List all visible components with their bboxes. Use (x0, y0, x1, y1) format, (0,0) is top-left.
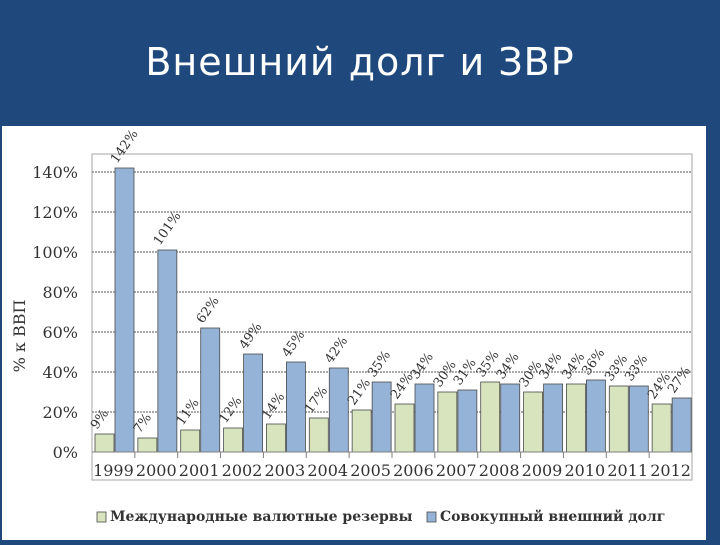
x-tick-label: 2009 (522, 461, 563, 480)
bar-debt (200, 327, 221, 453)
bar-reserves (651, 403, 672, 453)
x-tick-label: 2005 (350, 461, 391, 480)
legend-label-reserves: Международные валютные резервы (110, 509, 413, 525)
y-tick-label: 20% (42, 403, 78, 422)
bar-reserves (180, 429, 201, 453)
bar-chart: 0%20%40%60%80%100%120%140% 9%142%7%101%1… (10, 127, 694, 525)
x-tick-label: 2010 (564, 461, 605, 480)
y-tick-label: 100% (32, 243, 78, 262)
bar-debt (157, 249, 178, 453)
y-tick-label: 120% (32, 203, 78, 222)
x-tick-label: 2007 (436, 461, 477, 480)
x-axis-ticks: 1999 2000 2001 2002 2003 2004 2005 2006 2007 2008… (93, 452, 691, 480)
y-tick-label: 0% (53, 443, 78, 462)
chart-panel: 0% 20% 40% 60% 80% 100% 120% 140% 9% 142% 7% 101% 1… (2, 126, 706, 540)
y-tick-label: 40% (42, 363, 78, 382)
legend-label-debt: Совокупный внешний долг (440, 508, 665, 525)
x-tick-label: 1999 (93, 461, 134, 480)
bar-reserves (394, 403, 415, 453)
bar-reserves (266, 423, 286, 453)
bar-reserves (137, 437, 158, 453)
bar-debt (243, 353, 263, 453)
slide-title: Внешний долг и ЗВР (145, 40, 575, 84)
bar-reserves (523, 391, 543, 453)
legend: Международные валютные резервы Совокупный… (96, 508, 665, 525)
bar-debt (114, 167, 135, 453)
y-axis-ticks: 0% 20% 40% 60% 80% 100% 120% 140% (32, 163, 78, 462)
x-tick-label: 2000 (136, 461, 177, 480)
x-tick-label: 2003 (264, 461, 305, 480)
y-tick-label: 80% (42, 283, 78, 302)
x-tick-label: 2004 (307, 461, 348, 480)
x-tick-label: 2006 (393, 461, 434, 480)
y-tick-label: 60% (42, 323, 78, 342)
bar-debt (414, 383, 435, 453)
x-tick-label: 2008 (479, 461, 520, 480)
x-tick-label: 2011 (607, 461, 648, 480)
bar-debt (457, 389, 478, 453)
bar-debt (671, 397, 692, 453)
bar-reserves (480, 381, 501, 453)
bar-debt (328, 367, 349, 453)
bar-reserves (223, 427, 243, 453)
bar-debt (500, 383, 521, 453)
y-tick-label: 140% (32, 163, 78, 182)
x-tick-label: 2001 (179, 461, 220, 480)
bar-reserves (437, 391, 458, 453)
bar-debt (543, 383, 563, 453)
x-tick-label: 2002 (222, 461, 263, 480)
y-axis-label: % к ВВП (10, 300, 29, 373)
bars (94, 167, 692, 453)
bar-reserves (566, 383, 586, 453)
legend-swatch-debt (426, 511, 437, 523)
bar-reserves (94, 433, 115, 453)
bar-reserves (308, 417, 329, 453)
x-tick-label: 2012 (650, 461, 691, 480)
bar-debt (586, 379, 606, 453)
legend-swatch-reserves (96, 511, 107, 523)
bar-reserves (608, 385, 629, 453)
bar-reserves (351, 409, 372, 453)
bar-debt (628, 385, 649, 453)
